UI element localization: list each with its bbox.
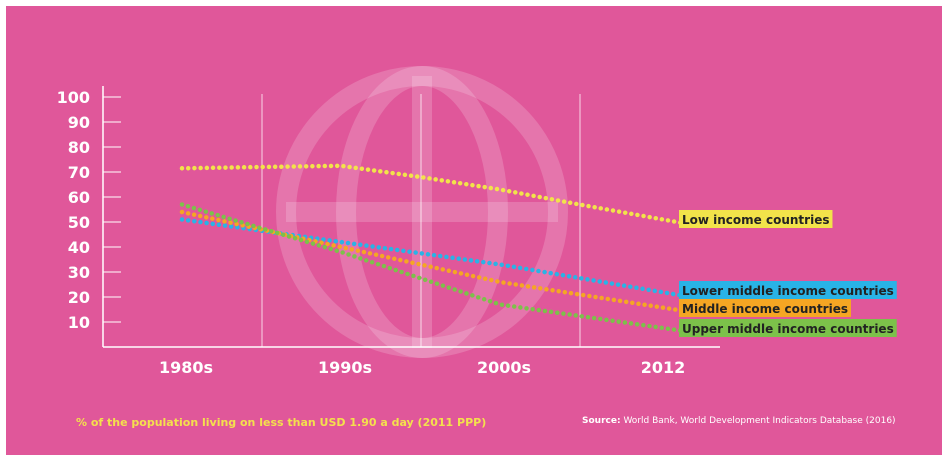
series-label-text: Middle income countries [682,302,848,316]
series-labels: Low income countries Lower middle income … [679,210,897,337]
series-label-text: Lower middle income countries [682,284,894,298]
x-tick-label: 1980s [159,358,213,377]
x-tick-label: 2012 [641,358,686,377]
line-chart: 10 20 30 40 50 60 70 80 90 100 1980s 1990s 2000s 201… [57,66,897,377]
x-tick-label: 1990s [318,358,372,377]
y-tick-label: 90 [68,113,90,132]
series-label-box [679,319,897,337]
series-label-box [679,210,833,228]
series-label-text: Upper middle income countries [682,322,894,336]
series-line [179,202,694,335]
series-label: Upper middle income countries [679,319,897,337]
series-line [179,209,694,315]
globe-icon [276,66,568,358]
series-label: Lower middle income countries [679,281,897,299]
y-tick-label: 80 [68,138,90,157]
source-text: World Bank, World Development Indicators… [623,416,896,426]
source-note: Source: World Bank, World Development In… [582,416,896,426]
y-tick-label: 100 [57,88,90,107]
series-label-box [679,299,851,317]
chart-subtitle: % of the population living on less than … [76,416,487,429]
series-label-text: Low income countries [682,213,829,227]
series-label: Low income countries [679,210,833,228]
y-tick-label: 30 [68,263,90,282]
series-label-box [679,281,897,299]
y-tick-label: 70 [68,163,90,182]
chart-card: 10 20 30 40 50 60 70 80 90 100 1980s 1990s 2000s 201… [6,6,942,455]
data-series [179,163,694,335]
vertical-gridlines [261,94,581,347]
y-tick-label: 50 [68,213,90,232]
y-tick-label: 40 [68,238,90,257]
y-axis: 10 20 30 40 50 60 70 80 90 100 [57,86,121,347]
series-label: Middle income countries [679,299,851,317]
series-line [179,163,694,227]
source-label: Source: [582,416,621,426]
x-tick-label: 2000s [477,358,531,377]
y-tick-label: 60 [68,188,90,207]
y-tick-label: 10 [68,313,90,332]
x-axis: 1980s 1990s 2000s 2012 [103,346,720,377]
y-tick-label: 20 [68,288,90,307]
